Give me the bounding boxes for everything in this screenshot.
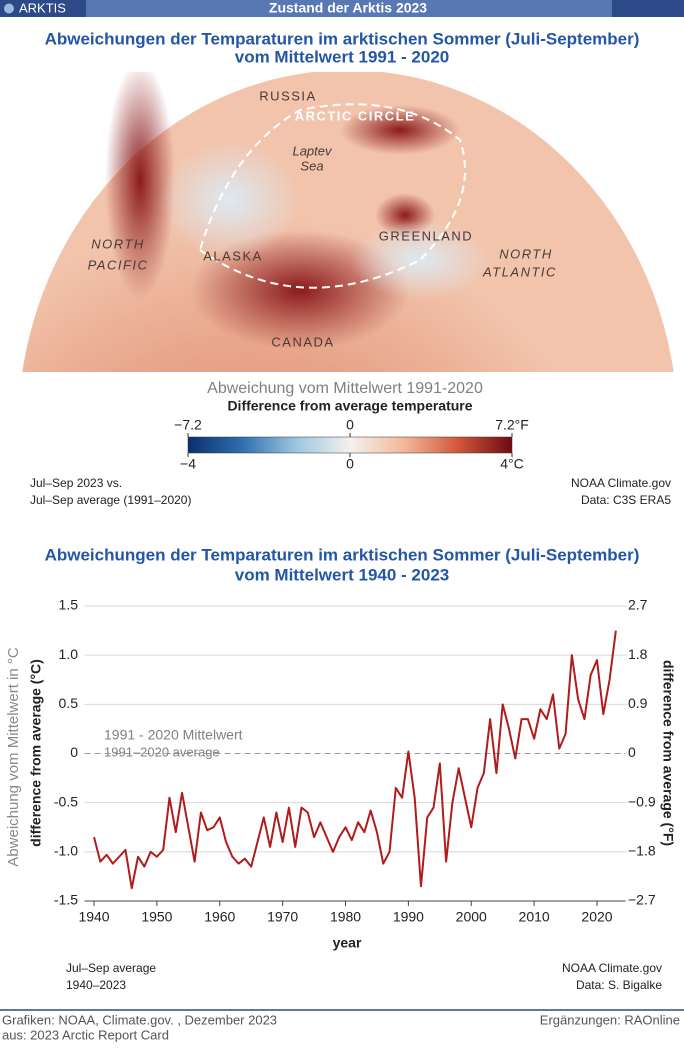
reference-label: 1991–2020 average — [104, 744, 220, 759]
map-label: ARCTIC CIRCLE — [295, 108, 416, 123]
x-axis-label: year — [333, 935, 362, 951]
map-label: PACIFIC — [88, 257, 149, 272]
y-tick-label: 0.5 — [59, 695, 79, 711]
colorbar-tick-label: 0 — [346, 417, 354, 433]
data-line — [93, 630, 617, 890]
x-tick-label: 1950 — [141, 909, 172, 925]
note: Data: S. Bigalke — [576, 978, 662, 992]
y-axis-label: difference from average (°C) — [28, 659, 44, 847]
map-cool — [160, 140, 300, 260]
y-tick-label: -0.5 — [54, 793, 78, 809]
map-hotspot — [105, 72, 175, 300]
y2-tick-label: −2.7 — [628, 892, 656, 908]
y2-tick-label: 1.8 — [628, 646, 648, 662]
map-cool — [350, 220, 490, 300]
note: NOAA Climate.gov — [562, 961, 662, 975]
map-label: Laptev — [292, 143, 333, 158]
map-label: RUSSIA — [259, 88, 316, 103]
y-axis-label-de: Abweichung vom Mittelwert in °C — [5, 647, 22, 867]
map-label: Sea — [300, 158, 323, 173]
note: Jul–Sep 2023 vs. — [30, 476, 122, 490]
colorbar-tick-label: 4°C — [500, 456, 524, 472]
footer-text: Ergänzungen: RAOnline — [540, 1012, 680, 1027]
map-label: NORTH — [499, 246, 552, 261]
y-tick-label: -1.0 — [54, 843, 78, 859]
map-label: ATLANTIC — [482, 264, 557, 279]
map-title: Abweichungen der Temparaturen im arktisc… — [45, 29, 640, 48]
map-label: CANADA — [271, 334, 334, 349]
colorbar — [187, 436, 513, 454]
header-badge — [0, 0, 86, 17]
chart-title: Abweichungen der Temparaturen im arktisc… — [45, 545, 640, 564]
y-tick-label: 0 — [70, 744, 78, 760]
header-badge-text: ARKTIS — [19, 0, 66, 15]
y-tick-label: 1.5 — [59, 597, 79, 613]
map — [22, 72, 674, 372]
header-end — [612, 0, 684, 17]
map-label: NORTH — [91, 236, 144, 251]
x-tick-label: 1990 — [393, 909, 424, 925]
logo — [4, 3, 14, 14]
arctic-circle — [199, 103, 466, 289]
colorbar-tick-label: 0 — [346, 456, 354, 472]
chart-title: vom Mittelwert 1940 - 2023 — [235, 565, 449, 584]
header-title: Zustand der Arktis 2023 — [269, 0, 427, 16]
x-tick-label: 2010 — [519, 909, 550, 925]
colorbar-tick-label: 7.2°F — [495, 417, 529, 433]
y-tick-label: -1.5 — [54, 892, 78, 908]
y2-tick-label: −0.9 — [628, 793, 656, 809]
y2-axis-label: difference from average (°F) — [660, 660, 676, 846]
y2-tick-label: 2.7 — [628, 597, 648, 613]
colorbar-tick-label: −7.2 — [174, 417, 202, 433]
reference-label: 1991 - 2020 Mittelwert — [104, 727, 243, 743]
map-label: ALASKA — [203, 248, 263, 263]
x-tick-label: 1970 — [267, 909, 298, 925]
legend-title: Abweichung vom Mittelwert 1991-2020 — [207, 380, 483, 397]
note: Data: C3S ERA5 — [581, 493, 671, 507]
y2-tick-label: 0 — [628, 744, 636, 760]
note: Jul–Sep average — [66, 961, 156, 975]
map-disk — [22, 72, 674, 372]
footer-text: Grafiken: NOAA, Climate.gov. , Dezember … — [2, 1012, 277, 1027]
y2-tick-label: 0.9 — [628, 695, 648, 711]
note: Jul–Sep average (1991–2020) — [30, 493, 191, 507]
note: NOAA Climate.gov — [571, 476, 671, 490]
note: 1940–2023 — [66, 978, 126, 992]
y2-tick-label: −1.8 — [628, 843, 656, 859]
colorbar-tick-label: −4 — [180, 456, 196, 472]
x-tick-label: 1980 — [330, 909, 361, 925]
x-tick-label: 1960 — [204, 909, 235, 925]
map-title: vom Mittelwert 1991 - 2020 — [235, 47, 449, 66]
x-tick-label: 2020 — [581, 909, 612, 925]
y-tick-label: 1.0 — [59, 646, 79, 662]
header-bar — [0, 0, 684, 17]
map-label: GREENLAND — [379, 228, 473, 243]
x-tick-label: 1940 — [78, 909, 109, 925]
footer-text: aus: 2023 Arctic Report Card — [2, 1027, 169, 1042]
legend-subtitle: Difference from average temperature — [227, 398, 472, 414]
x-tick-label: 2000 — [456, 909, 487, 925]
map-hotspot — [340, 105, 460, 155]
